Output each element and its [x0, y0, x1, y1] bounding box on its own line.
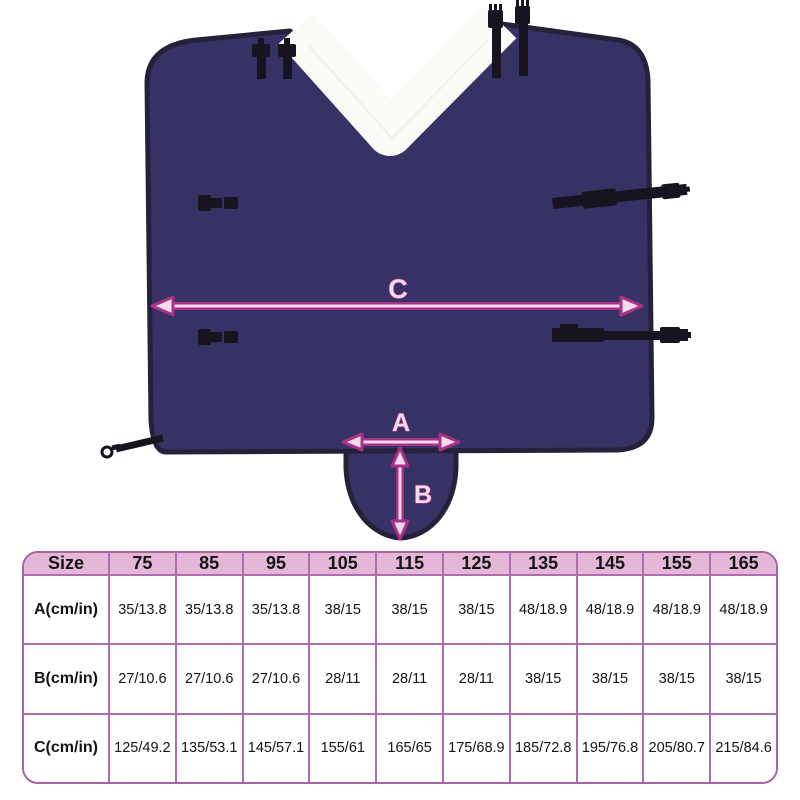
row-label-c: C(cm/in) — [24, 712, 108, 782]
measurement-cell: 175/68.9 — [441, 712, 509, 782]
fleece-collar — [278, 5, 517, 156]
measurement-cell: 48/18.9 — [709, 574, 776, 644]
size-column-header: 145 — [575, 553, 643, 574]
measurement-cell: 38/15 — [575, 643, 643, 713]
measurement-cell: 205/80.7 — [642, 712, 710, 782]
collar-seam — [308, 39, 489, 140]
strap-clip-icon — [515, 0, 530, 76]
measurement-cell: 35/13.8 — [108, 574, 175, 644]
measurement-cell: 38/15 — [308, 574, 376, 644]
measurement-cell: 27/10.6 — [241, 643, 309, 713]
size-column-header: 95 — [241, 553, 309, 574]
dimension-arrow-a — [341, 432, 461, 452]
row-label-b: B(cm/in) — [24, 643, 108, 713]
measurement-cell: 38/15 — [441, 574, 509, 644]
measurement-cell: 27/10.6 — [174, 643, 242, 713]
clip-buckle-icon — [198, 329, 238, 345]
clip-buckle-icon — [278, 38, 296, 79]
measurement-cell: 48/18.9 — [508, 574, 576, 644]
measurement-cell: 48/18.9 — [575, 574, 643, 644]
measurement-cell: 35/13.8 — [174, 574, 242, 644]
measurement-cell: 155/61 — [308, 712, 376, 782]
measurement-cell: 185/72.8 — [508, 712, 576, 782]
size-table: Size 75 85 95 105 115 125 135 145 155 16… — [22, 551, 778, 784]
size-column-header: 135 — [508, 553, 576, 574]
strap-clip-icon — [488, 4, 503, 78]
size-column-header: 75 — [108, 553, 175, 574]
size-column-header: 105 — [308, 553, 376, 574]
measurement-cell: 27/10.6 — [108, 643, 175, 713]
table-row: C(cm/in) 125/49.2 135/53.1 145/57.1 155/… — [24, 712, 776, 782]
row-label-a: A(cm/in) — [24, 574, 108, 644]
measurement-cell: 38/15 — [508, 643, 576, 713]
size-header-cell: Size — [24, 553, 108, 574]
measurement-cell: 38/15 — [709, 643, 776, 713]
table-row: B(cm/in) 27/10.6 27/10.6 27/10.6 28/11 2… — [24, 643, 776, 713]
measurement-cell: 28/11 — [375, 643, 442, 713]
product-dimension-diagram: C A B — [100, 0, 691, 541]
size-table-header-row: Size 75 85 95 105 115 125 135 145 155 16… — [24, 553, 776, 574]
blanket-body — [144, 21, 655, 455]
dimension-arrow-b — [390, 446, 410, 541]
dimension-label-c: C — [388, 274, 408, 304]
side-strap-icon — [552, 324, 691, 343]
measurement-cell: 195/76.8 — [575, 712, 643, 782]
size-column-header: 165 — [709, 553, 776, 574]
size-column-header: 125 — [441, 553, 509, 574]
measurement-cell: 28/11 — [308, 643, 376, 713]
measurement-cell: 145/57.1 — [241, 712, 309, 782]
measurement-cell: 135/53.1 — [174, 712, 242, 782]
measurement-cell: 35/13.8 — [241, 574, 309, 644]
clip-buckle-icon — [198, 195, 238, 211]
clip-buckle-icon — [252, 38, 270, 79]
hook-strap-icon — [100, 434, 164, 459]
measurement-cell: 48/18.9 — [642, 574, 710, 644]
measurement-cell: 38/15 — [642, 643, 710, 713]
size-column-header: 115 — [375, 553, 442, 574]
measurement-cell: 165/65 — [375, 712, 442, 782]
dimension-label-a: A — [392, 409, 410, 437]
measurement-cell: 215/84.6 — [709, 712, 776, 782]
size-column-header: 85 — [174, 553, 242, 574]
measurement-cell: 38/15 — [375, 574, 442, 644]
table-row: A(cm/in) 35/13.8 35/13.8 35/13.8 38/15 3… — [24, 574, 776, 644]
side-strap-icon — [552, 182, 691, 209]
measurement-cell: 125/49.2 — [108, 712, 175, 782]
dimension-label-b: B — [414, 481, 432, 509]
dimension-arrow-c — [150, 295, 644, 317]
measurement-cell: 28/11 — [441, 643, 509, 713]
size-column-header: 155 — [642, 553, 710, 574]
